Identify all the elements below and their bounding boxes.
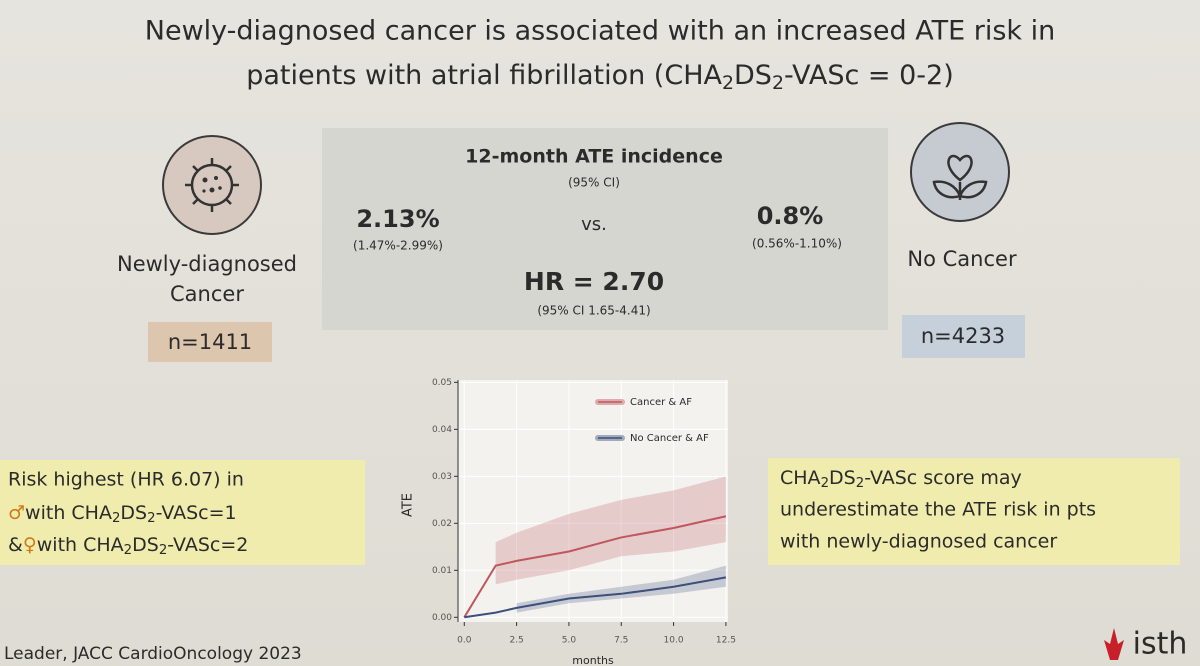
logo-text: isth: [1133, 627, 1188, 662]
no-cancer-value: 0.8%: [757, 202, 824, 230]
note-line: Risk highest (HR 6.07) in: [8, 469, 244, 491]
note-line: underestimate the ATE risk in pts: [780, 499, 1096, 521]
note-sub: 2: [112, 511, 120, 526]
note-part: -VASc score may: [864, 467, 1022, 489]
note-part: ♂: [8, 502, 25, 524]
note-part: with CHA: [25, 502, 112, 524]
note-sub: 2: [821, 476, 829, 491]
y-tick-label: 0.01: [432, 566, 452, 576]
note-part: CHA: [780, 467, 821, 489]
no-cancer-icon: [910, 122, 1010, 222]
y-tick-label: 0.03: [432, 472, 452, 482]
x-tick-label: 5.0: [562, 636, 577, 646]
x-tick-label: 2.5: [509, 636, 523, 646]
note-line: &♀with CHA2DS2-VASc=2: [8, 534, 248, 559]
title-line: patients with atrial fibrillation (CHA2D…: [246, 60, 954, 94]
group-label: Newly-diagnosed: [117, 252, 297, 276]
title-sub: 2: [772, 72, 784, 94]
group-label: Cancer: [170, 282, 244, 306]
x-tick-label: 0.0: [457, 636, 472, 646]
hazard-ratio: HR = 2.70: [524, 267, 664, 296]
series-line: [464, 576, 727, 619]
note-line: ♂with CHA2DS2-VASc=1: [8, 502, 237, 527]
title-sub: 2: [722, 72, 734, 94]
note-sub: 2: [147, 511, 155, 526]
chart: 0.00 0.01 0.02 0.03 0.04 0.05 0.0 2.5 5.0 7.5 10.0…: [401, 378, 736, 666]
note-part: DS: [132, 534, 159, 556]
y-tick-label: 0.00: [432, 613, 452, 623]
x-tick-label: 10.0: [664, 636, 684, 646]
y-axis-label: ATE: [401, 493, 416, 517]
citation: Leader, JACC CardioOncology 2023: [4, 644, 302, 664]
title-line: Newly-diagnosed cancer is associated wit…: [145, 16, 1055, 47]
n-label: n=4233: [921, 324, 1005, 348]
note-part: DS: [120, 502, 147, 524]
cancer-value: 2.13%: [356, 205, 439, 233]
x-tick-label: 12.5: [716, 636, 736, 646]
note-part: with CHA: [37, 534, 124, 556]
title-part: DS: [734, 60, 772, 91]
note-part: -VASc=2: [167, 534, 248, 556]
y-tick-label: 0.04: [432, 425, 452, 435]
cancer-icon: [162, 135, 262, 235]
no-cancer-ci: (0.56%-1.10%): [752, 237, 842, 251]
x-tick-label: 7.5: [614, 636, 628, 646]
panel-heading-ci: (95% CI): [568, 176, 620, 190]
plot-area: [458, 380, 728, 622]
title-part: patients with atrial fibrillation (CHA: [246, 60, 722, 91]
group-label: No Cancer: [907, 247, 1017, 271]
series-line: [463, 515, 727, 618]
y-tick-label: 0.05: [432, 378, 452, 388]
hazard-ratio-ci: (95% CI 1.65-4.41): [537, 304, 650, 318]
n-box: [148, 322, 272, 362]
note-sub: 2: [159, 543, 167, 558]
legend-label: Cancer & AF: [630, 397, 692, 408]
x-axis-label: months: [572, 654, 614, 666]
logo: isth: [1104, 627, 1187, 662]
note-sub: 2: [856, 476, 864, 491]
note-line: CHA2DS2-VASc score may: [780, 467, 1022, 492]
note-part: -VASc=1: [156, 502, 237, 524]
title-part: -VASc = 0-2): [784, 60, 954, 91]
y-tick-label: 0.02: [432, 519, 452, 529]
panel-heading: 12-month ATE incidence: [465, 146, 723, 168]
confidence-band: [516, 565, 726, 613]
note-part: ♀: [23, 534, 37, 556]
note-part: DS: [829, 467, 856, 489]
n-label: n=1411: [168, 330, 252, 354]
confidence-band: [495, 476, 726, 585]
incidence-panel: [322, 128, 888, 330]
left-note-box: [0, 460, 365, 565]
right-note-box: [768, 458, 1180, 565]
cancer-ci: (1.47%-2.99%): [353, 239, 443, 253]
n-box: [902, 315, 1025, 358]
note-part: &: [8, 534, 23, 556]
legend-label: No Cancer & AF: [630, 433, 709, 444]
note-line: with newly-diagnosed cancer: [780, 531, 1057, 553]
versus: vs.: [581, 214, 607, 235]
note-sub: 2: [124, 543, 132, 558]
